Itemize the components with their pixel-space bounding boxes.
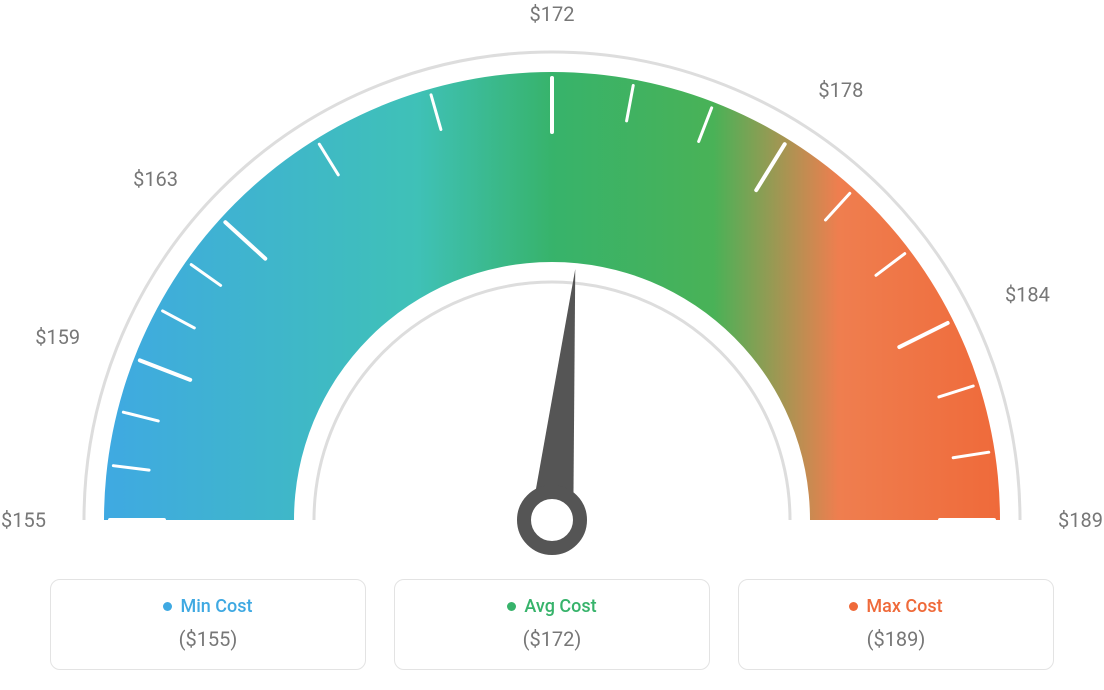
cost-gauge-widget: $155 $159 $163 $172 $178 $184 $189 Min Cost ($… xyxy=(0,0,1104,690)
legend-dot-avg xyxy=(507,602,516,611)
svg-text:$155: $155 xyxy=(1,508,46,532)
legend-card-avg: Avg Cost ($172) xyxy=(394,579,710,670)
legend-value-min: ($155) xyxy=(61,627,355,651)
svg-text:$184: $184 xyxy=(1005,282,1050,306)
legend-value-max: ($189) xyxy=(749,627,1043,651)
svg-text:$189: $189 xyxy=(1058,508,1103,532)
legend-dot-max xyxy=(849,602,858,611)
svg-text:$163: $163 xyxy=(133,167,178,191)
legend-label-avg: Avg Cost xyxy=(524,596,596,617)
svg-text:$172: $172 xyxy=(530,2,575,26)
svg-text:$178: $178 xyxy=(818,78,863,102)
legend-value-avg: ($172) xyxy=(405,627,699,651)
legend-label-max: Max Cost xyxy=(866,596,942,617)
legend-card-min: Min Cost ($155) xyxy=(50,579,366,670)
legend-dot-min xyxy=(163,602,172,611)
legend-label-min: Min Cost xyxy=(180,596,252,617)
gauge-chart: $155 $159 $163 $172 $178 $184 $189 xyxy=(0,0,1104,560)
legend-card-max: Max Cost ($189) xyxy=(738,579,1054,670)
svg-text:$159: $159 xyxy=(35,325,80,349)
legend-row: Min Cost ($155) Avg Cost ($172) Max Cost… xyxy=(0,579,1104,670)
